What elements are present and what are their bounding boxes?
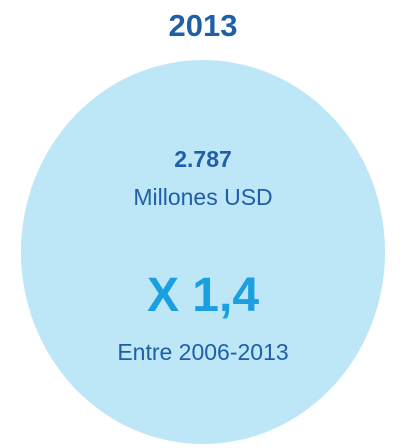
highlight-circle [21,60,385,444]
year-heading: 2013 [168,8,238,43]
growth-period: Entre 2006-2013 [117,339,289,365]
amount-value: 2.787 [174,146,232,172]
growth-multiplier: X 1,4 [146,269,260,322]
amount-unit: Millones USD [133,184,273,210]
